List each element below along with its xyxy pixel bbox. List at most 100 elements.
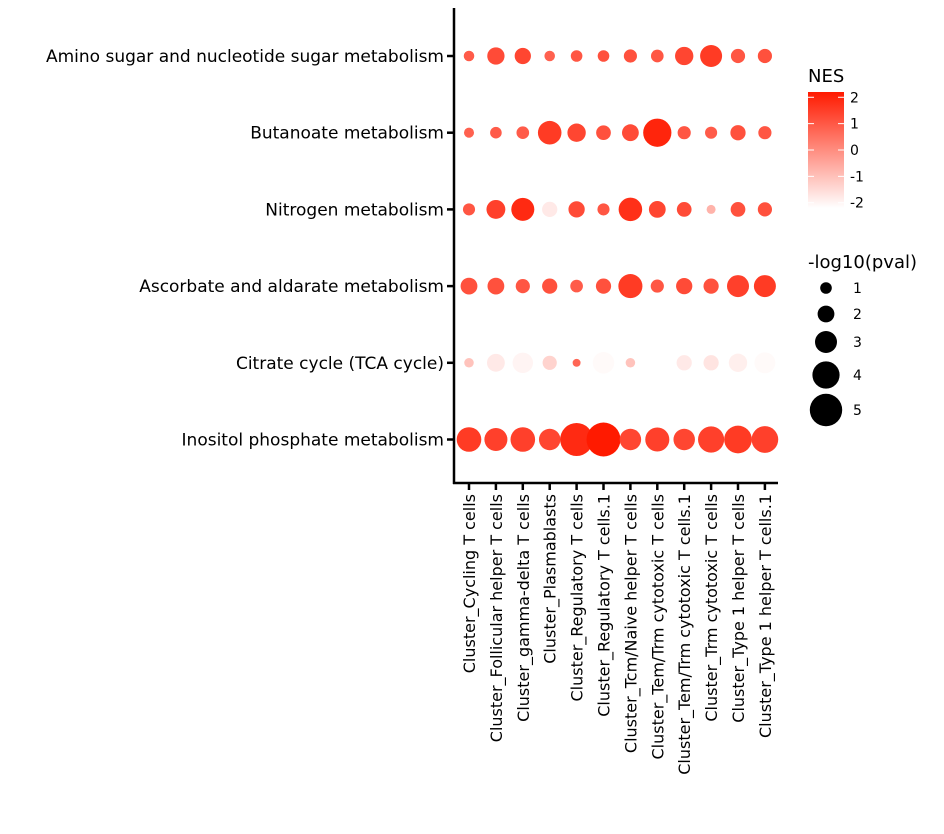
- x-tick-label: Cluster_Follicular helper T cells: [487, 494, 507, 742]
- x-tick-labels: Cluster_Cycling T cells Cluster_Follicula…: [460, 483, 776, 775]
- y-tick-label: Nitrogen metabolism: [265, 200, 444, 220]
- x-tick-label: Cluster_Type 1 helper T cells: [729, 494, 749, 723]
- pval-legend-dot: [809, 393, 843, 427]
- dot-point: [730, 202, 746, 217]
- dot-point: [673, 428, 695, 451]
- dot-point: [724, 425, 752, 454]
- dot-point: [486, 199, 506, 219]
- x-tick-label: Cluster_Type 1 helper T cells.1: [756, 494, 776, 738]
- dot-point: [538, 428, 561, 451]
- dot-point: [560, 423, 594, 456]
- pval-legend-dot: [812, 361, 840, 389]
- nes-legend-title: NES: [808, 66, 844, 87]
- pval-legend-dot: [820, 282, 832, 294]
- pval-legend-label: 1: [853, 281, 862, 297]
- dot-point: [463, 50, 475, 62]
- pval-legend-label: 2: [853, 307, 862, 323]
- dot-point: [542, 355, 557, 370]
- dot-point: [706, 204, 716, 214]
- dot-point: [758, 126, 772, 140]
- y-tick-label: Ascorbate and aldarate metabolism: [139, 277, 444, 297]
- dot-point: [700, 45, 723, 67]
- x-tick-label: Cluster_Regulatory T cells.1: [595, 494, 615, 717]
- dot-point: [572, 358, 581, 367]
- dot-point: [676, 202, 692, 217]
- dot-point: [510, 427, 536, 452]
- dot-point: [625, 358, 636, 368]
- dot-point: [648, 201, 666, 218]
- dot-point: [486, 353, 505, 372]
- x-tick-label: Cluster_gamma-delta T cells: [514, 494, 534, 722]
- dot-point: [650, 279, 664, 293]
- dot-point: [705, 126, 718, 139]
- pval-legend-label: 5: [853, 403, 862, 419]
- dot-point: [677, 126, 691, 140]
- x-tick-label: Cluster_Tcm/Naive helper T cells: [621, 494, 641, 753]
- dot-point: [487, 277, 505, 295]
- dot-point: [622, 124, 639, 142]
- nes-tick-label: 1: [850, 117, 859, 133]
- y-tick-label: Inositol phosphate metabolism: [182, 431, 444, 451]
- dot-point: [514, 47, 531, 65]
- nes-legend: NES 2 1 0 -1 -2: [808, 66, 864, 212]
- dot-point: [728, 353, 748, 372]
- dot-point: [730, 48, 746, 64]
- y-tick-label: Citrate cycle (TCA cycle): [236, 354, 444, 374]
- dot-point: [597, 203, 610, 216]
- dot-point: [596, 125, 611, 141]
- pval-legend-dot: [815, 331, 837, 353]
- dot-point: [460, 277, 478, 295]
- dot-point: [570, 279, 583, 293]
- dot-point: [490, 126, 502, 139]
- dot-point: [618, 274, 643, 299]
- dot-point: [676, 277, 693, 295]
- dot-point: [516, 126, 530, 140]
- dot-point: [462, 203, 476, 216]
- pval-legend-label: 4: [853, 368, 862, 384]
- dot-point: [618, 197, 643, 222]
- x-tick-label: Cluster_Cycling T cells: [460, 494, 480, 673]
- dot-point: [484, 427, 508, 452]
- dot-point: [512, 352, 534, 374]
- dot-point: [619, 428, 642, 451]
- dot-point: [753, 275, 776, 298]
- dot-point: [463, 127, 475, 138]
- axes-layer: [452, 8, 778, 485]
- y-tick-labels: Amino sugar and nucleotide sugar metabol…: [46, 47, 454, 451]
- dot-point: [757, 48, 773, 64]
- dot-point: [643, 118, 672, 147]
- dot-point: [464, 358, 474, 368]
- dot-point: [586, 422, 621, 457]
- dot-point: [703, 355, 719, 371]
- dot-point: [730, 125, 746, 141]
- y-tick-label: Amino sugar and nucleotide sugar metabol…: [46, 47, 444, 67]
- dot-point: [754, 352, 776, 374]
- nes-tick-label: -2: [850, 196, 864, 212]
- pval-legend-label: 3: [853, 335, 862, 351]
- y-tick-label: Butanoate metabolism: [250, 124, 444, 144]
- dot-point: [570, 50, 583, 62]
- dot-point: [727, 275, 749, 298]
- nes-tick-label: -1: [850, 169, 864, 185]
- nes-tick-label: 0: [850, 143, 859, 159]
- dot-point: [511, 197, 535, 221]
- pval-legend-items: 1 2 3 4 5: [809, 281, 862, 427]
- dot-point: [542, 278, 558, 294]
- dot-point: [487, 47, 505, 65]
- x-tick-label: Cluster_Regulatory T cells: [568, 494, 588, 702]
- nes-tick-label: 2: [850, 90, 859, 106]
- x-tick-label: Cluster_Plasmablasts: [541, 494, 561, 664]
- x-tick-label: Cluster_Tem/Trm cytotoxic T cells.1: [675, 494, 695, 775]
- dot-point: [592, 352, 615, 374]
- x-tick-label: Cluster_Tem/Trm cytotoxic T cells: [648, 494, 668, 759]
- dot-point: [567, 123, 586, 142]
- dot-point: [675, 46, 694, 66]
- dot-point: [703, 278, 719, 294]
- nes-legend-ticks: 2 1 0 -1 -2: [808, 90, 864, 212]
- dot-point: [757, 202, 773, 217]
- x-tick-label: Cluster_Trm cytotoxic T cells: [702, 494, 722, 722]
- dot-point: [456, 427, 482, 452]
- dot-point: [537, 120, 562, 145]
